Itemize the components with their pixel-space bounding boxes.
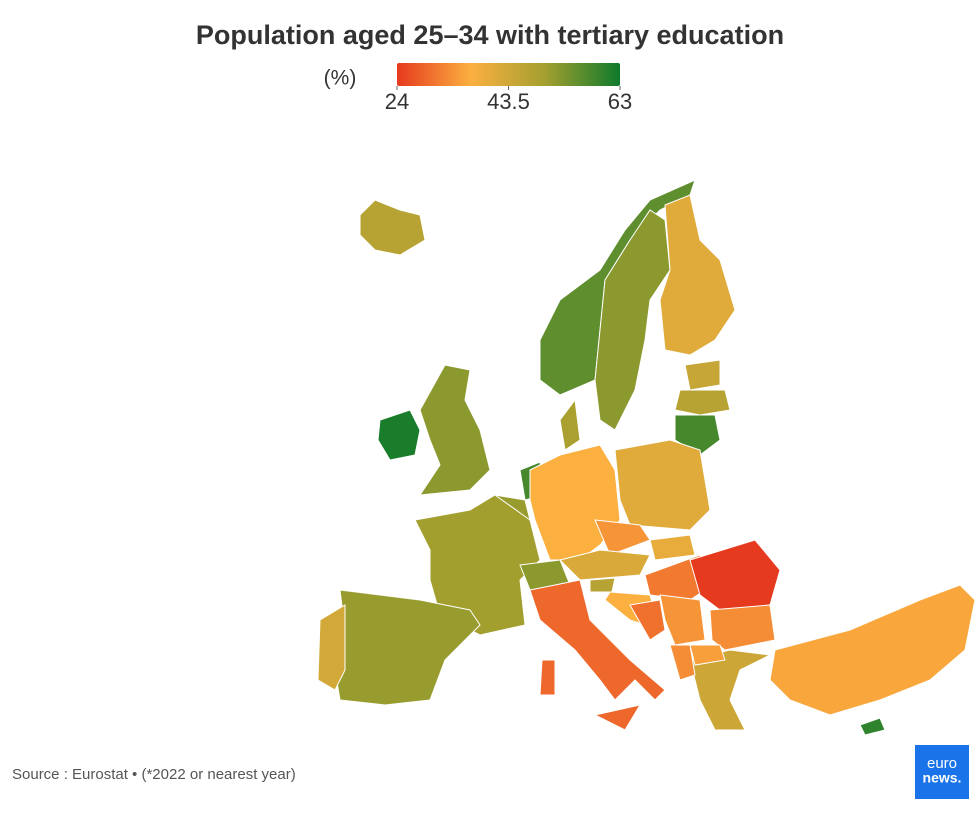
region [377,409,421,461]
legend-tick-label: 43.5 [487,89,530,114]
logo-text: euro [927,755,957,772]
source-note: Source : Eurostat • (*2022 or nearest ye… [12,766,296,783]
legend-title: (%) [324,67,357,90]
region [659,594,706,646]
region [317,604,346,691]
map-title: Population aged 25–34 with tertiary educ… [196,20,784,50]
legend: 24 43.5 63 [385,63,632,114]
logo-box [915,745,969,799]
region [418,364,491,496]
region [769,584,976,716]
region [709,604,776,651]
region [559,398,581,451]
region [589,577,616,593]
legend-bar [397,63,620,86]
region [529,444,621,561]
region [414,494,541,636]
region [539,179,696,396]
region [689,539,781,611]
region [684,359,721,391]
region [659,194,736,356]
region [649,534,696,561]
region [334,589,481,706]
region [359,199,426,256]
legend-tick-label: 24 [385,89,409,114]
region [594,209,671,431]
region [614,439,711,531]
region [859,717,886,736]
region [529,579,666,731]
regions [317,179,976,736]
legend-tick-label: 63 [608,89,632,114]
logo-text: news. [923,770,962,786]
region [689,649,772,731]
region [674,389,731,416]
region [629,599,666,641]
region [669,644,696,681]
region [559,549,651,581]
region [689,644,726,666]
